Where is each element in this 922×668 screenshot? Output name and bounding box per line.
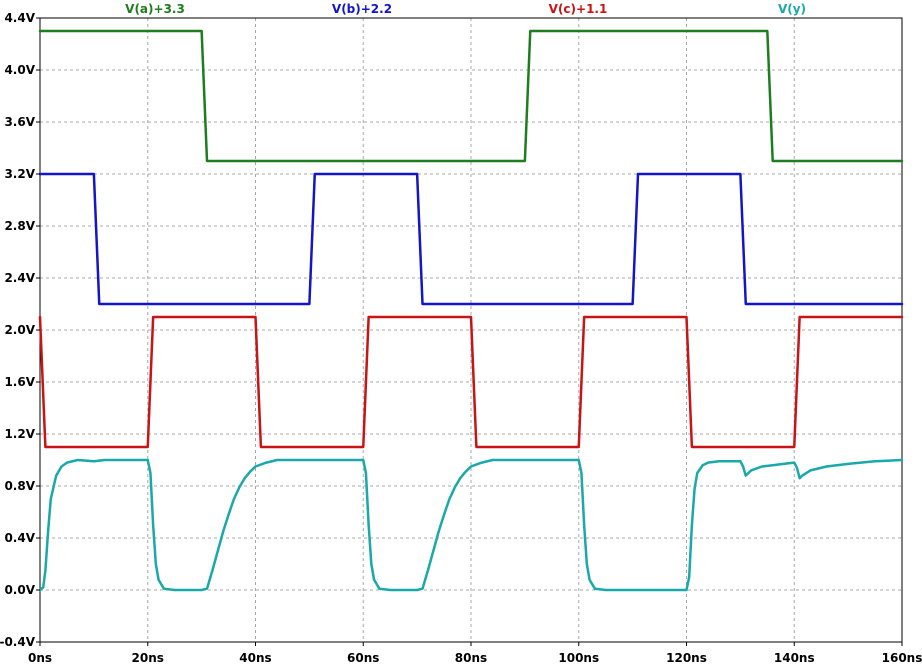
x-tick-label: 20ns bbox=[132, 651, 164, 665]
y-tick-label: 2.4V bbox=[4, 271, 35, 285]
y-tick-label: 2.0V bbox=[4, 323, 35, 337]
legend-entry-4: V(y) bbox=[778, 2, 806, 16]
x-tick-label: 60ns bbox=[347, 651, 379, 665]
x-tick-label: 160ns bbox=[882, 651, 922, 665]
x-tick-label: 0ns bbox=[28, 651, 52, 665]
legend-entry-2: V(b)+2.2 bbox=[332, 2, 392, 16]
series-line-2 bbox=[38, 172, 904, 306]
y-tick-label: 2.8V bbox=[4, 219, 35, 233]
x-tick-label: 40ns bbox=[239, 651, 271, 665]
x-tick-label: 80ns bbox=[455, 651, 487, 665]
y-tick-label: -0.4V bbox=[0, 635, 36, 649]
y-tick-label: 4.0V bbox=[4, 63, 35, 77]
y-tick-label: 3.6V bbox=[4, 115, 35, 129]
y-tick-label: 1.2V bbox=[4, 427, 35, 441]
legend: V(a)+3.3 V(b)+2.2 V(c)+1.1 V(y) bbox=[125, 2, 806, 16]
series-line-3 bbox=[38, 315, 904, 449]
y-axis-ticks: -0.4V 0.0V 0.4V 0.8V 1.2V 1.6V 2.0V 2.4V 2.8V 3.2… bbox=[0, 11, 40, 649]
y-tick-label: 0.0V bbox=[4, 583, 35, 597]
x-tick-label: 140ns bbox=[774, 651, 815, 665]
y-tick-label: 0.8V bbox=[4, 479, 35, 493]
y-tick-label: 3.2V bbox=[4, 167, 35, 181]
series-line-4 bbox=[38, 458, 904, 592]
series-line-1 bbox=[38, 29, 904, 163]
y-tick-label: 0.4V bbox=[4, 531, 35, 545]
series-layer bbox=[38, 29, 904, 592]
legend-entry-3: V(c)+1.1 bbox=[549, 2, 608, 16]
x-tick-label: 100ns bbox=[558, 651, 599, 665]
x-axis-ticks: 0ns 20ns 40ns 60ns 80ns 100ns 120ns 140ns 160ns bbox=[28, 642, 922, 665]
y-tick-label: 1.6V bbox=[4, 375, 35, 389]
x-tick-label: 120ns bbox=[666, 651, 707, 665]
y-tick-label: 4.4V bbox=[4, 11, 35, 25]
legend-entry-1: V(a)+3.3 bbox=[125, 2, 185, 16]
